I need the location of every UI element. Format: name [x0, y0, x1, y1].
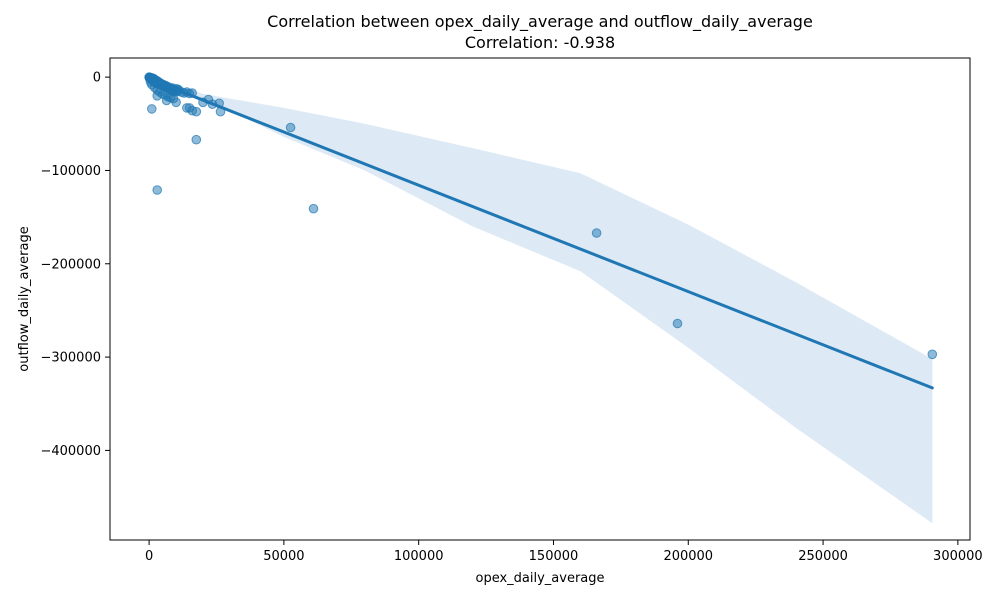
x-tick-label: 50000	[263, 549, 304, 564]
scatter-point	[285, 122, 296, 133]
plot-area	[144, 72, 938, 524]
chart-subtitle: Correlation: -0.938	[465, 33, 615, 52]
y-tick-label: −400000	[40, 444, 101, 459]
y-axis-label: outflow_daily_average	[17, 226, 32, 371]
x-tick-label: 300000	[933, 549, 983, 564]
scatter-point	[147, 104, 157, 114]
x-tick-label: 250000	[798, 549, 848, 564]
scatter-point	[191, 106, 202, 117]
axes: 0 50000 100000 150000 200000 250000 300000 0 −10…	[40, 71, 982, 564]
regression-line	[147, 77, 934, 390]
plot-frame	[109, 57, 971, 541]
scatter-point	[191, 134, 202, 145]
scatter-point	[308, 203, 319, 214]
y-tick-label: −200000	[40, 257, 101, 272]
scatter-point	[171, 97, 181, 108]
x-tick-label: 0	[145, 549, 153, 564]
scatter-point	[152, 185, 162, 195]
scatter-point	[591, 228, 602, 238]
x-tick-label: 150000	[529, 549, 579, 564]
chart-title: Correlation between opex_daily_average a…	[267, 12, 813, 32]
x-axis-label: opex_daily_average	[475, 571, 604, 586]
scatter-point	[927, 349, 938, 360]
x-tick-label: 200000	[663, 549, 713, 564]
confidence-band	[149, 76, 933, 524]
y-tick-label: −100000	[40, 164, 101, 179]
scatter-point	[672, 318, 683, 329]
x-tick-label: 100000	[394, 549, 444, 564]
y-tick-label: −300000	[40, 351, 101, 366]
y-tick-label: 0	[93, 71, 101, 86]
